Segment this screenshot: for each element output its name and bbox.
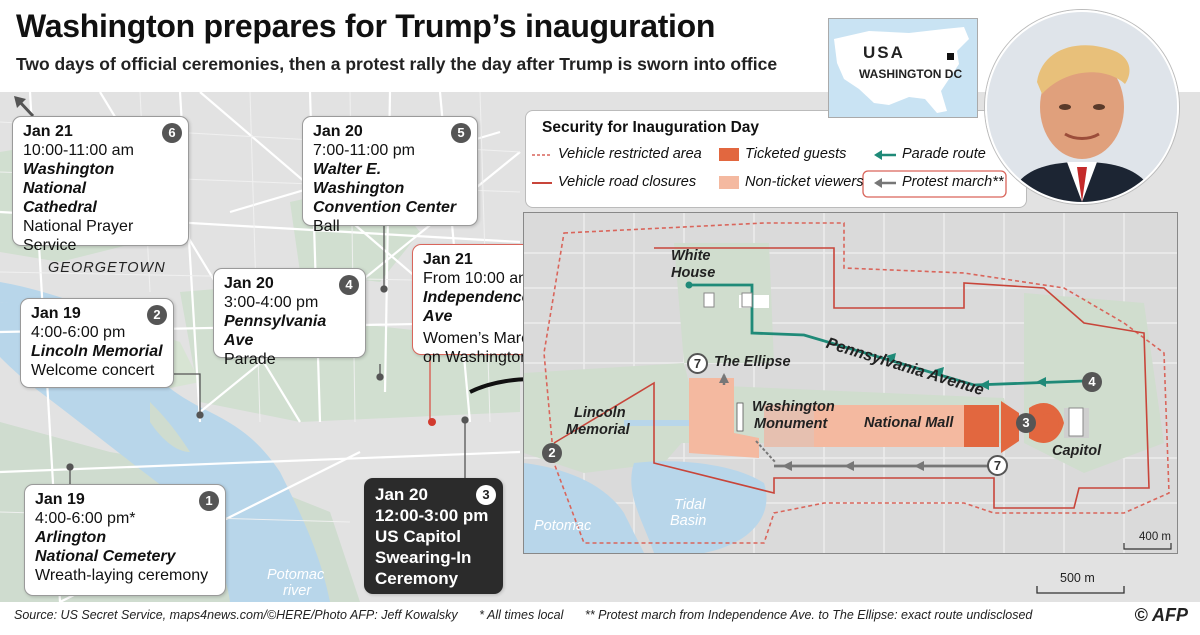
inset-map-drawing — [524, 213, 1177, 553]
trump-portrait — [985, 10, 1179, 204]
potomac-river-label-1: Potomac — [267, 567, 325, 583]
event-number-badge: 5 — [451, 123, 471, 143]
event-time: 4:00-6:00 pm* — [35, 510, 136, 527]
event-description: Welcome concert — [31, 362, 155, 379]
event-venue: National Cemetery — [35, 548, 176, 565]
capitol-label: Capitol — [1052, 443, 1102, 459]
event-number-badge: 3 — [476, 485, 496, 505]
lincoln-marker: 2 — [542, 443, 562, 463]
event-number-badge: 2 — [147, 305, 167, 325]
event-date: Jan 20 — [375, 485, 428, 504]
page-title: Washington prepares for Trump’s inaugura… — [16, 8, 716, 44]
event-time: From 10:00 am — [423, 270, 532, 287]
event-description: Women’s March — [423, 330, 538, 347]
event-venue: Walter E. Washington — [313, 161, 405, 197]
event-time: 12:00-3:00 pm — [375, 506, 489, 525]
event-date: Jan 21 — [23, 123, 73, 140]
event-number-badge: 1 — [199, 491, 219, 511]
event-time: 7:00-11:00 pm — [313, 142, 415, 159]
event-date: Jan 19 — [31, 305, 81, 322]
event-description: Parade — [224, 351, 276, 368]
legend-title: Security for Inauguration Day — [542, 119, 760, 136]
event-venue: Pennsylvania Ave — [224, 313, 327, 349]
event-venue: Independence Ave — [423, 289, 531, 325]
event-description: Service — [23, 237, 77, 254]
event-venue: Arlington — [35, 529, 107, 546]
event-time: 10:00-11:00 am — [23, 142, 134, 159]
march-note: ** Protest march from Independence Ave. … — [584, 608, 1033, 622]
georgetown-label: GEORGETOWN — [48, 260, 166, 276]
main-scale-label: 500 m — [1060, 571, 1095, 585]
event-venue: Lincoln Memorial — [31, 343, 163, 360]
event-venue: Swearing-In — [375, 548, 472, 567]
monument-label: Monument — [754, 416, 828, 432]
event-venue: Convention Center — [313, 199, 457, 216]
event-description: on Washington** — [423, 349, 542, 366]
security-legend: Security for Inauguration Day Vehicle re… — [525, 110, 1027, 208]
main-scale-bar — [1036, 586, 1125, 594]
capitol-marker: 3 — [1016, 413, 1036, 433]
event-number-badge: 6 — [162, 123, 182, 143]
event-card-2: Jan 19 4:00-6:00 pm Lincoln Memorial Wel… — [20, 298, 174, 388]
event-card-1: Jan 19 4:00-6:00 pm* Arlington National … — [24, 484, 226, 596]
event-description: Ball — [313, 218, 340, 235]
afp-credit: © AFP — [1134, 605, 1188, 625]
tidal-basin-label: Tidal — [674, 497, 706, 513]
lincoln-memorial-label: Lincoln — [574, 405, 626, 421]
legend-ticketed: Ticketed guests — [745, 146, 847, 162]
potomac-inset-label: Potomac — [534, 518, 592, 534]
monument-label: Washington — [752, 399, 835, 415]
tidal-basin-label: Basin — [670, 513, 707, 529]
time-note: * All times local — [479, 608, 564, 622]
parade-start-marker: 4 — [1082, 372, 1102, 392]
event-venue: US Capitol — [375, 527, 461, 546]
national-mall-label: National Mall — [864, 415, 954, 431]
event-time: 3:00-4:00 pm — [224, 294, 319, 311]
inset-scale-bar — [1123, 543, 1172, 550]
footer: Source: US Secret Service, maps4news.com… — [14, 608, 1032, 622]
event-time: 4:00-6:00 pm — [31, 324, 126, 341]
event-venue: Cathedral — [23, 199, 97, 216]
locator-map: USA WASHINGTON DC — [828, 18, 978, 118]
event-card-3: Jan 20 12:00-3:00 pm US Capitol Swearing… — [364, 478, 503, 594]
legend-parade-route: Parade route — [902, 146, 986, 162]
legend-road-closures: Vehicle road closures — [558, 174, 697, 190]
event-number-badge: 4 — [339, 275, 359, 295]
event-date: Jan 20 — [224, 275, 274, 292]
page-subtitle: Two days of official ceremonies, then a … — [16, 54, 778, 74]
legend-vehicle-restricted: Vehicle restricted area — [558, 146, 702, 162]
event-card-5: Jan 20 7:00-11:00 pm Walter E. Washingto… — [302, 116, 478, 235]
event-card-6: Jan 21 10:00-11:00 am Washington Nationa… — [12, 116, 189, 254]
event-venue: Washington National — [23, 161, 115, 197]
event-card-4: Jan 20 3:00-4:00 pm Pennsylvania Ave Par… — [213, 268, 366, 368]
inset-scale-label: 400 m — [1139, 531, 1171, 543]
ellipse-label: The Ellipse — [714, 354, 791, 370]
lincoln-memorial-label: Memorial — [566, 422, 630, 438]
source-note: Source: US Secret Service, maps4news.com… — [14, 608, 458, 622]
white-house-label: White — [671, 248, 711, 264]
inset-map: White House 7 The Ellipse Lincoln Memori… — [523, 212, 1178, 554]
event-date: Jan 21 — [423, 251, 473, 268]
event-date: Jan 19 — [35, 491, 85, 508]
potomac-river-label-2: river — [283, 583, 312, 599]
ellipse-marker: 7 — [687, 353, 708, 374]
white-house-label: House — [671, 265, 716, 281]
event-description: Wreath-laying ceremony — [35, 567, 209, 584]
locator-country: USA — [863, 43, 905, 62]
event-description: National Prayer — [23, 218, 134, 235]
march-start-marker: 7 — [987, 455, 1008, 476]
locator-city: WASHINGTON DC — [859, 67, 963, 81]
event-venue: Ceremony — [375, 569, 459, 588]
usa-shape — [834, 27, 969, 113]
legend-non-ticket: Non-ticket viewers — [745, 174, 864, 190]
legend-protest-march: Protest march** — [902, 174, 1004, 190]
legend-symbols — [532, 148, 1007, 198]
portrait-illustration — [987, 12, 1177, 202]
event-date: Jan 20 — [313, 123, 363, 140]
